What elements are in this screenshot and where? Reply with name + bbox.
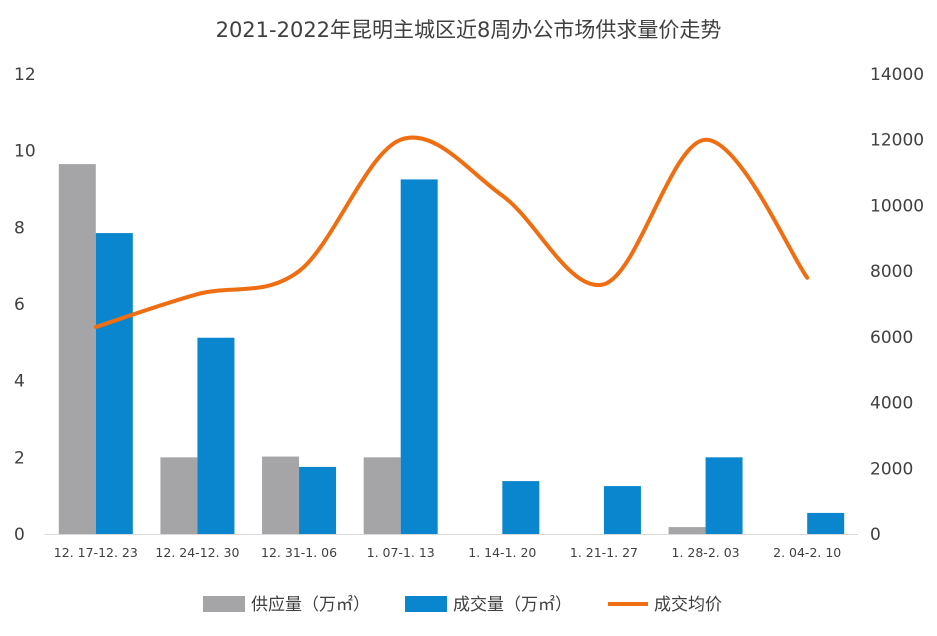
left-y-tick-label: 10	[14, 142, 36, 162]
line-series-group	[93, 135, 810, 329]
right-y-tick-label: 6000	[870, 328, 913, 348]
right-y-tick-label: 10000	[870, 196, 924, 216]
legend-label: 供应量（万㎡）	[251, 595, 370, 615]
legend-label: 成交均价	[654, 595, 722, 615]
bar-series-group	[58, 164, 845, 535]
x-tick-label: 2. 04-2. 10	[773, 545, 841, 560]
left-y-tick-label: 2	[14, 448, 25, 468]
legend-supply: 供应量（万㎡）	[203, 595, 370, 615]
transaction-bar	[502, 481, 540, 534]
supply-bar	[160, 457, 198, 534]
left-y-axis: 0 2 4 6 8 10 12	[14, 65, 36, 545]
x-tick-label: 1. 28-2. 03	[672, 545, 740, 560]
x-tick-label: 1. 07-1. 13	[367, 545, 435, 560]
right-y-tick-label: 4000	[870, 394, 913, 414]
legend: 供应量（万㎡） 成交量（万㎡） 成交均价	[203, 595, 722, 615]
right-y-tick-label: 8000	[870, 262, 913, 282]
legend-avg-price: 成交均价	[608, 595, 722, 615]
legend-label: 成交量（万㎡）	[453, 595, 572, 615]
transaction-bar	[197, 337, 235, 534]
left-y-tick-label: 0	[14, 525, 25, 545]
transaction-bar	[705, 457, 743, 534]
supply-bar	[262, 456, 300, 534]
left-y-tick-label: 6	[14, 295, 25, 315]
x-tick-label: 12. 24-12. 30	[155, 545, 239, 560]
transaction-bar	[807, 512, 845, 534]
left-y-tick-label: 4	[14, 372, 25, 392]
transaction-bar	[400, 179, 438, 534]
legend-swatch	[405, 596, 447, 612]
avg-price-line	[93, 135, 810, 329]
right-y-tick-label: 2000	[870, 459, 913, 479]
x-tick-label: 12. 31-1. 06	[261, 545, 337, 560]
left-y-tick-label: 12	[14, 65, 36, 85]
supply-bar	[363, 457, 401, 534]
x-axis: 12. 17-12. 23 12. 24-12. 30 12. 31-1. 06 1.…	[45, 534, 858, 560]
x-tick-label: 12. 17-12. 23	[54, 545, 138, 560]
transaction-bar	[299, 466, 337, 534]
transaction-bar	[603, 486, 641, 534]
chart-title: 2021-2022年昆明主城区近8周办公市场供求量价走势	[215, 18, 722, 42]
x-tick-label: 1. 14-1. 20	[468, 545, 536, 560]
right-y-axis: 0 2000 4000 6000 8000 10000 12000 14000	[870, 65, 924, 545]
right-y-tick-label: 14000	[870, 65, 924, 85]
x-tick-label: 1. 21-1. 27	[570, 545, 638, 560]
legend-swatch	[203, 596, 245, 612]
transaction-bar	[95, 233, 133, 535]
supply-bar	[668, 527, 706, 534]
legend-transaction: 成交量（万㎡）	[405, 595, 572, 615]
left-y-tick-label: 8	[14, 218, 25, 238]
right-y-tick-label: 12000	[870, 131, 924, 151]
supply-bar	[58, 164, 96, 535]
right-y-tick-label: 0	[870, 525, 881, 545]
